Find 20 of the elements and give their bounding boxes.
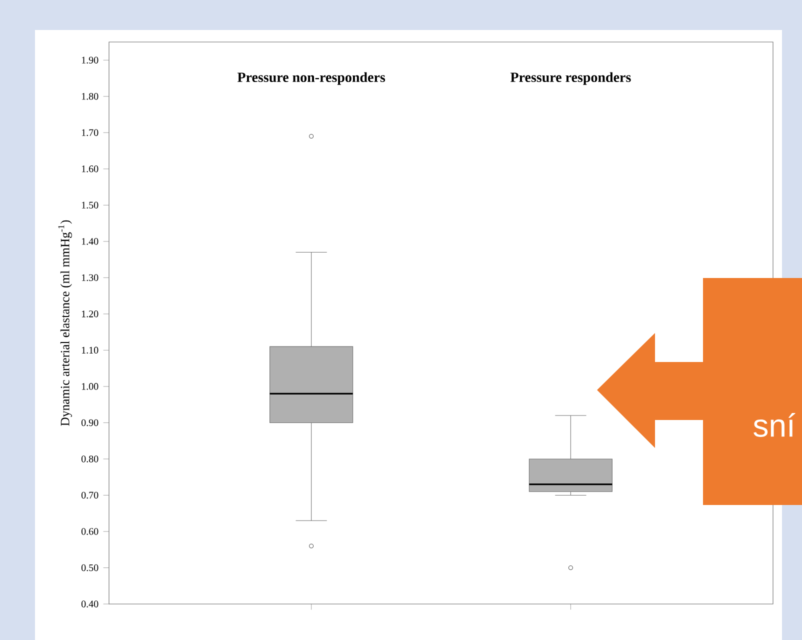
y-tick-label: 0.40 [81,600,98,608]
y-tick-label: 0.50 [81,564,98,572]
y-tick-label: 1.70 [82,129,98,136]
y-tick-label: 1.30 [82,274,98,282]
y-tick-label: 0.90 [81,419,98,426]
y-tick-label: 1.00 [82,383,98,390]
y-tick-label: 1.50 [82,202,98,209]
y-tick-label: 0.70 [81,492,98,499]
y-tick-label: 0.60 [81,528,98,535]
y-tick-label: 1.40 [82,238,98,245]
annotation: sní [754,413,796,437]
y-tick-label: 1.20 [82,310,98,318]
y-tick-label: 1.60 [82,166,98,172]
y-axis-title: Dynamic arterial elastance (ml mmHg$^{-1}$) [58,220,72,426]
x-tick-label: Pressure non-responders [237,72,386,85]
y-tick-label: 0.80 [81,456,98,462]
y-tick-label: 1.80 [82,92,98,100]
x-tick-label: Pressure responders [510,72,631,85]
y-tick-label: 1.90 [82,56,98,64]
y-tick-label: 1.10 [82,346,98,354]
